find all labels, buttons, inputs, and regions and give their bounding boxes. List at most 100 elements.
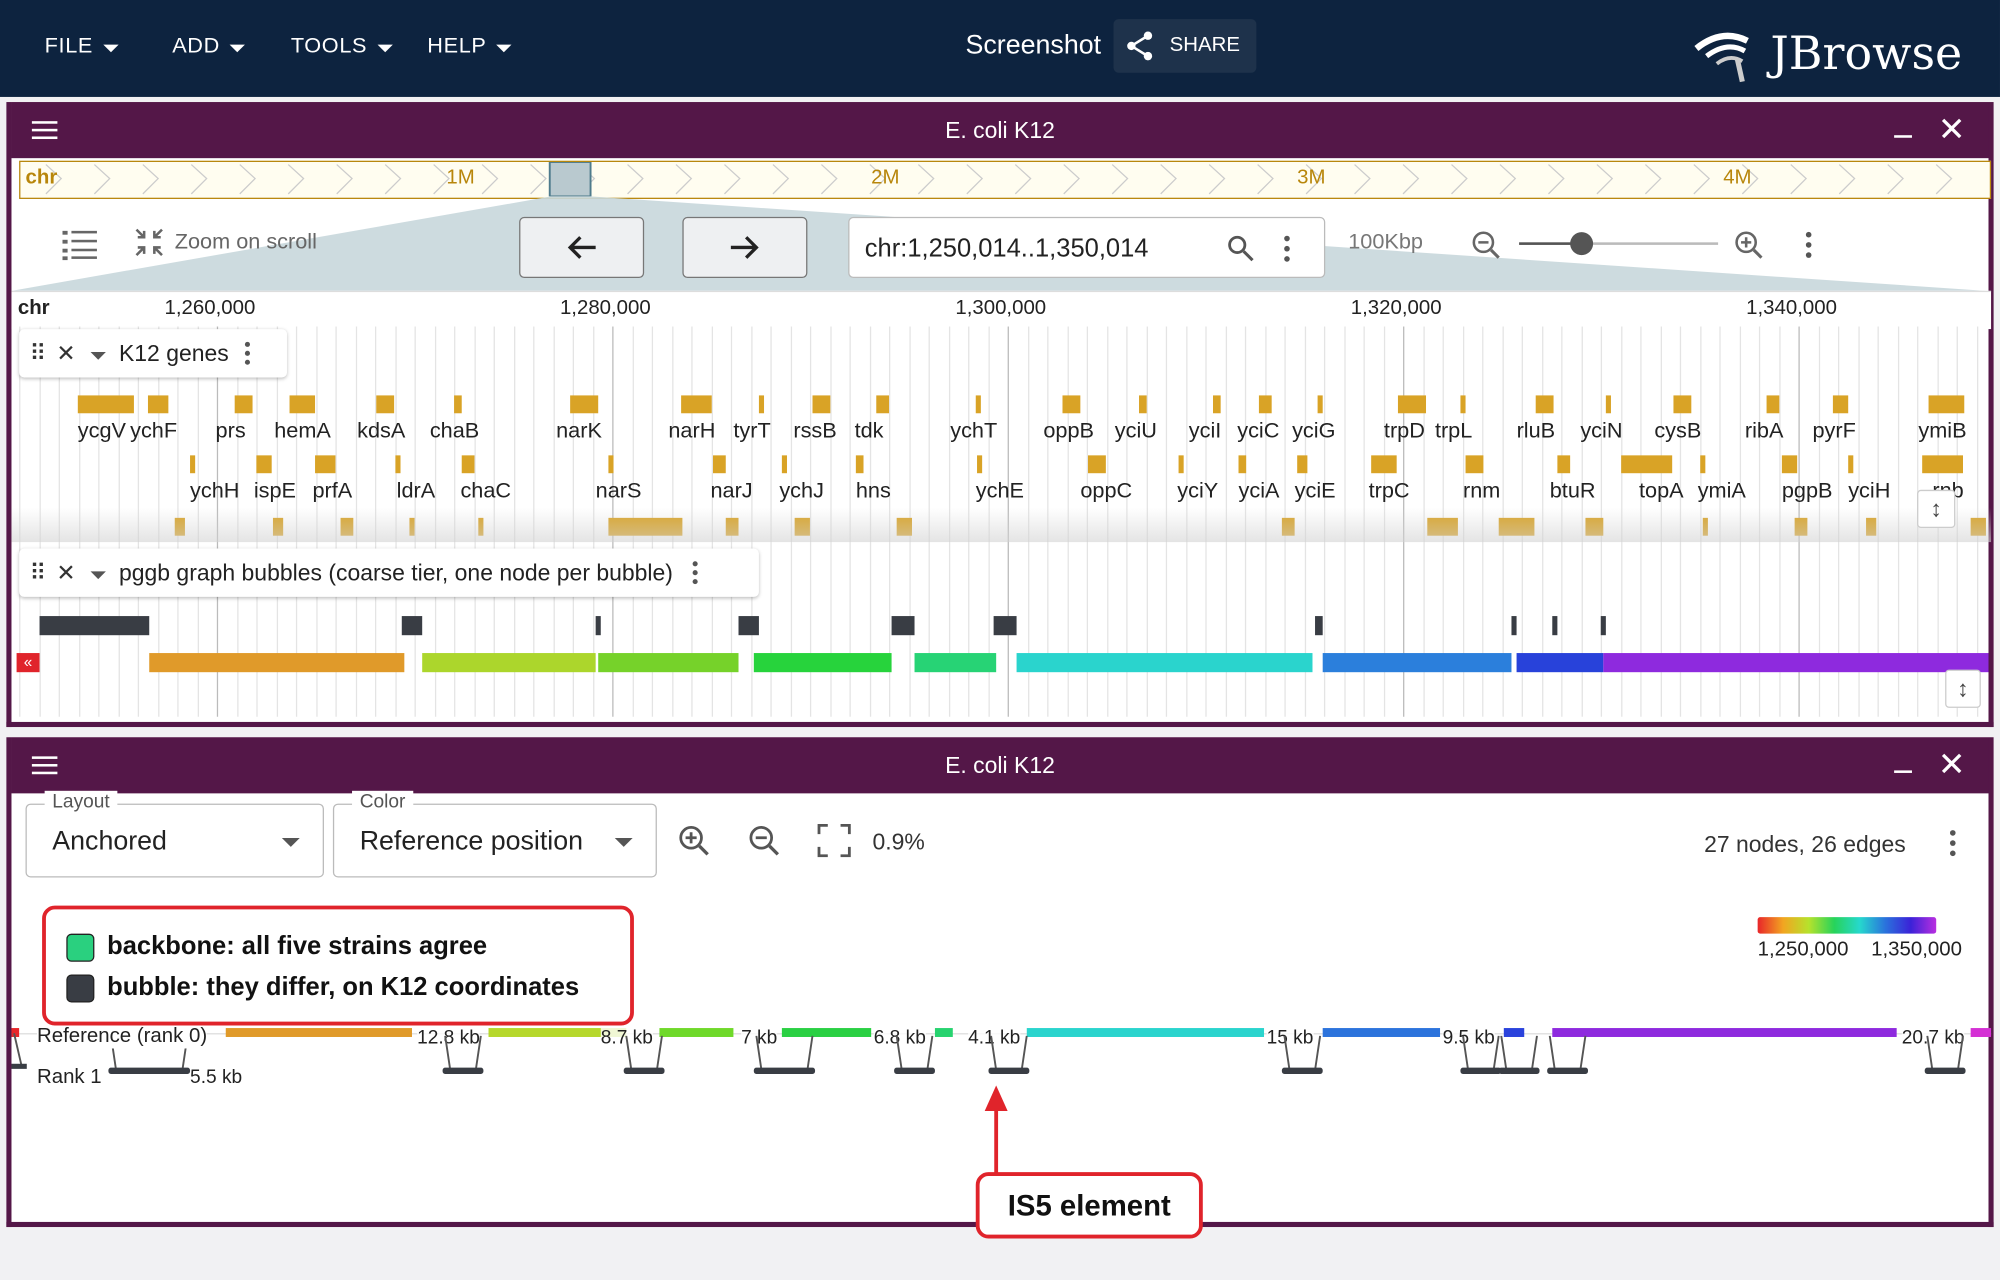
gene-feature[interactable] <box>1700 455 1706 474</box>
more-vertical-icon[interactable] <box>691 560 699 586</box>
view-menu-icon[interactable] <box>31 121 58 140</box>
minimize-icon[interactable] <box>1894 135 1912 138</box>
search-icon[interactable] <box>1227 235 1255 263</box>
bubble-loop[interactable] <box>889 1035 940 1079</box>
graph-node[interactable] <box>11 1028 20 1037</box>
bubble-node[interactable] <box>595 616 601 636</box>
share-button[interactable]: SHARE <box>1113 19 1257 73</box>
close-icon[interactable]: ✕ <box>1937 109 1966 148</box>
bubble-loop[interactable] <box>1920 1035 1971 1079</box>
gene-feature[interactable] <box>454 395 462 414</box>
gene-feature[interactable] <box>1317 395 1323 414</box>
zoom-on-scroll-toggle[interactable]: Zoom on scroll <box>134 227 317 258</box>
bubble-node[interactable] <box>39 616 150 636</box>
gene-feature[interactable] <box>1178 455 1184 474</box>
gene-feature[interactable] <box>1062 395 1081 414</box>
track-label-genes[interactable]: ⠿ ✕ K12 genes <box>19 329 287 378</box>
location-search-box[interactable]: chr:1,250,014..1,350,014 <box>848 216 1326 279</box>
graph-canvas[interactable]: 5.5 kb 12.8 kb 8.7 kb 7 kb 6.8 kb 4.1 kb 15 kb… <box>11 1018 1992 1120</box>
more-vertical-icon[interactable] <box>1949 829 1957 857</box>
gene-feature[interactable] <box>1832 395 1849 414</box>
resize-track-icon[interactable]: ↕ <box>1917 489 1956 529</box>
backbone-segment[interactable] <box>1603 653 1989 673</box>
bubble-loop[interactable] <box>619 1035 670 1079</box>
gene-feature[interactable] <box>1213 395 1221 414</box>
bubble-node[interactable] <box>993 616 1017 636</box>
gene-feature[interactable] <box>758 395 765 414</box>
close-track-icon[interactable]: ✕ <box>56 559 76 585</box>
bubble-loop[interactable] <box>1542 1035 1593 1079</box>
gene-feature[interactable] <box>1371 455 1397 474</box>
graph-node[interactable] <box>1503 1028 1525 1037</box>
gene-feature[interactable] <box>1848 455 1854 474</box>
backbone-segment[interactable] <box>914 653 997 673</box>
gene-feature[interactable] <box>256 455 272 474</box>
backbone-segment[interactable] <box>1016 653 1313 673</box>
chevron-down-icon[interactable] <box>90 351 107 360</box>
backbone-segment[interactable] <box>1516 653 1604 673</box>
drag-handle-icon[interactable]: ⠿ <box>29 559 46 585</box>
zoom-in-icon[interactable] <box>677 824 710 857</box>
zoom-out-icon[interactable] <box>747 824 780 857</box>
pan-left-button[interactable] <box>519 216 645 279</box>
drag-handle-icon[interactable]: ⠿ <box>29 339 46 366</box>
gene-feature[interactable] <box>77 395 134 414</box>
gene-feature[interactable] <box>1535 395 1554 414</box>
bubble-node[interactable] <box>401 616 423 636</box>
bubble-node[interactable] <box>1600 616 1606 636</box>
resize-track-icon[interactable]: ↕ <box>1945 669 1981 708</box>
gene-feature[interactable] <box>1397 395 1427 414</box>
zoom-in-icon[interactable] <box>1733 230 1764 261</box>
gene-feature[interactable] <box>395 455 401 474</box>
gene-feature[interactable] <box>376 395 395 414</box>
gene-feature[interactable] <box>461 455 475 474</box>
menu-help[interactable]: HELP <box>427 33 513 59</box>
gene-feature[interactable] <box>1258 395 1272 414</box>
gene-feature[interactable] <box>147 395 169 414</box>
gene-feature[interactable] <box>234 395 253 414</box>
gene-feature[interactable] <box>1088 455 1106 474</box>
bubble-loop[interactable] <box>1455 1035 1506 1079</box>
gene-feature[interactable] <box>975 395 981 414</box>
backbone-segment[interactable] <box>422 653 596 673</box>
gene-feature[interactable] <box>1460 395 1466 414</box>
gene-feature[interactable] <box>608 455 614 474</box>
close-track-icon[interactable]: ✕ <box>56 339 76 366</box>
view-title[interactable]: E. coli K12 <box>945 752 1055 779</box>
gene-feature[interactable] <box>781 455 787 474</box>
zoom-slider-thumb[interactable] <box>1570 232 1594 256</box>
view-menu-icon[interactable] <box>31 756 58 775</box>
layout-select[interactable]: Layout Anchored <box>25 790 324 878</box>
gene-feature[interactable] <box>1139 395 1147 414</box>
gene-feature[interactable] <box>977 455 983 474</box>
bubble-loop[interactable] <box>1494 1035 1545 1079</box>
gene-feature[interactable] <box>190 455 196 474</box>
bubble-loop[interactable] <box>749 1035 820 1079</box>
graph-node[interactable] <box>659 1028 734 1037</box>
zoom-out-icon[interactable] <box>1471 230 1502 261</box>
graph-node[interactable] <box>781 1028 872 1037</box>
gene-feature[interactable] <box>1922 455 1963 474</box>
gene-feature[interactable] <box>713 455 726 474</box>
gene-feature[interactable] <box>1238 455 1247 474</box>
bubble-node[interactable] <box>1315 616 1323 636</box>
minimize-icon[interactable] <box>1894 770 1912 773</box>
gene-feature[interactable] <box>855 455 864 474</box>
gene-feature[interactable] <box>1465 455 1484 474</box>
gene-feature[interactable] <box>1766 395 1780 414</box>
backbone-segment[interactable] <box>598 653 739 673</box>
graph-node[interactable] <box>1552 1028 1897 1037</box>
menu-tools[interactable]: TOOLS <box>291 33 393 59</box>
view-options-icon[interactable] <box>1805 231 1813 259</box>
gene-feature[interactable] <box>1297 455 1308 474</box>
gene-feature[interactable] <box>1605 395 1611 414</box>
bubble-loop[interactable] <box>437 1035 488 1079</box>
zoom-slider-track[interactable] <box>1519 242 1719 245</box>
bubble-node[interactable] <box>738 616 759 636</box>
pan-right-button[interactable] <box>682 216 808 279</box>
more-vertical-icon[interactable] <box>244 341 252 367</box>
close-icon[interactable]: ✕ <box>1937 744 1966 784</box>
session-title[interactable]: Screenshot <box>965 30 1102 60</box>
gene-feature[interactable] <box>681 395 712 414</box>
gene-feature[interactable] <box>1673 395 1692 414</box>
